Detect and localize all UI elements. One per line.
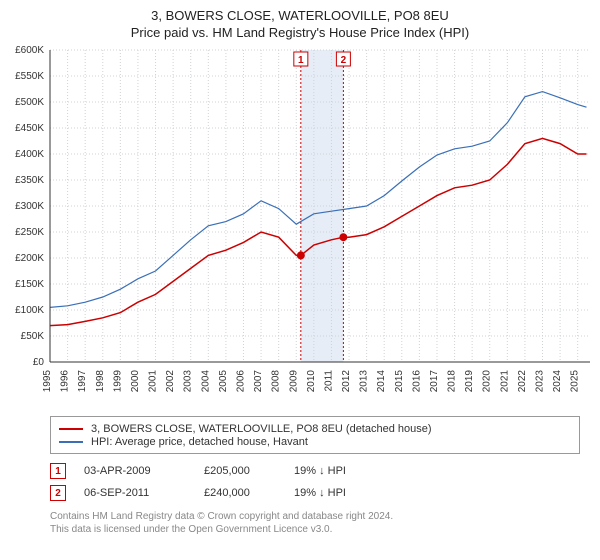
svg-text:£150K: £150K (15, 279, 44, 290)
svg-text:£100K: £100K (15, 305, 44, 316)
svg-text:1996: 1996 (60, 370, 71, 393)
price-chart: £0 £50K £100K £150K £200K £250K £300K £350K £400… (0, 42, 600, 412)
legend-label: HPI: Average price, detached house, Hava… (91, 436, 308, 448)
event-date: 06-SEP-2011 (84, 487, 204, 499)
svg-text:2004: 2004 (200, 370, 211, 393)
svg-text:2005: 2005 (218, 370, 229, 393)
svg-text:£400K: £400K (15, 149, 44, 160)
footer-line: Contains HM Land Registry data © Crown c… (50, 510, 580, 523)
svg-text:2021: 2021 (499, 370, 510, 393)
svg-text:2018: 2018 (447, 370, 458, 393)
footer-line: This data is licensed under the Open Gov… (50, 523, 580, 536)
svg-text:2023: 2023 (535, 370, 546, 393)
legend-item-hpi: HPI: Average price, detached house, Hava… (59, 436, 571, 448)
svg-text:2020: 2020 (482, 370, 493, 393)
event-date: 03-APR-2009 (84, 465, 204, 477)
svg-text:2010: 2010 (306, 370, 317, 393)
svg-text:£0: £0 (33, 357, 45, 368)
legend: 3, BOWERS CLOSE, WATERLOOVILLE, PO8 8EU … (50, 416, 580, 454)
svg-text:£250K: £250K (15, 227, 44, 238)
svg-text:2019: 2019 (464, 370, 475, 393)
legend-label: 3, BOWERS CLOSE, WATERLOOVILLE, PO8 8EU … (91, 423, 432, 435)
svg-text:1997: 1997 (77, 370, 88, 393)
svg-text:2014: 2014 (376, 370, 387, 393)
svg-text:£50K: £50K (21, 331, 45, 342)
event-delta: 19% ↓ HPI (294, 465, 394, 477)
event-price: £240,000 (204, 487, 294, 499)
events-table: 1 03-APR-2009 £205,000 19% ↓ HPI 2 06-SE… (50, 460, 580, 504)
chart-svg: £0 £50K £100K £150K £200K £250K £300K £350K £400… (0, 42, 600, 412)
svg-text:2011: 2011 (323, 370, 334, 392)
svg-text:£450K: £450K (15, 123, 44, 134)
svg-text:£600K: £600K (15, 45, 44, 56)
event-price: £205,000 (204, 465, 294, 477)
footer-attribution: Contains HM Land Registry data © Crown c… (50, 510, 580, 536)
event-marker-1: 1 (50, 463, 66, 479)
svg-text:2012: 2012 (341, 370, 352, 393)
svg-text:£200K: £200K (15, 253, 44, 264)
svg-text:2022: 2022 (517, 370, 528, 393)
svg-text:2003: 2003 (183, 370, 194, 393)
svg-text:2008: 2008 (271, 370, 282, 393)
svg-text:£550K: £550K (15, 71, 44, 82)
title-subtitle: Price paid vs. HM Land Registry's House … (0, 25, 600, 40)
svg-text:2007: 2007 (253, 370, 264, 393)
svg-text:1995: 1995 (42, 370, 53, 393)
title-address: 3, BOWERS CLOSE, WATERLOOVILLE, PO8 8EU (0, 8, 600, 23)
svg-text:1998: 1998 (95, 370, 106, 393)
svg-text:2009: 2009 (288, 370, 299, 393)
svg-text:2025: 2025 (570, 370, 581, 393)
event-row: 1 03-APR-2009 £205,000 19% ↓ HPI (50, 460, 580, 482)
svg-text:2006: 2006 (235, 370, 246, 393)
svg-text:1999: 1999 (112, 370, 123, 393)
svg-text:2015: 2015 (394, 370, 405, 393)
svg-text:2001: 2001 (148, 370, 159, 393)
svg-text:£500K: £500K (15, 97, 44, 108)
legend-swatch-red (59, 428, 83, 430)
svg-text:£300K: £300K (15, 201, 44, 212)
svg-text:2017: 2017 (429, 370, 440, 393)
legend-swatch-blue (59, 441, 83, 443)
svg-text:1: 1 (298, 55, 304, 66)
event-row: 2 06-SEP-2011 £240,000 19% ↓ HPI (50, 482, 580, 504)
svg-text:2002: 2002 (165, 370, 176, 393)
svg-text:2016: 2016 (411, 370, 422, 393)
chart-title: 3, BOWERS CLOSE, WATERLOOVILLE, PO8 8EU … (0, 0, 600, 42)
svg-text:2000: 2000 (130, 370, 141, 393)
event-marker-2: 2 (50, 485, 66, 501)
event-delta: 19% ↓ HPI (294, 487, 394, 499)
legend-item-property: 3, BOWERS CLOSE, WATERLOOVILLE, PO8 8EU … (59, 423, 571, 435)
svg-text:2013: 2013 (359, 370, 370, 393)
svg-text:£350K: £350K (15, 175, 44, 186)
svg-text:2024: 2024 (552, 370, 563, 393)
svg-text:2: 2 (341, 55, 347, 66)
